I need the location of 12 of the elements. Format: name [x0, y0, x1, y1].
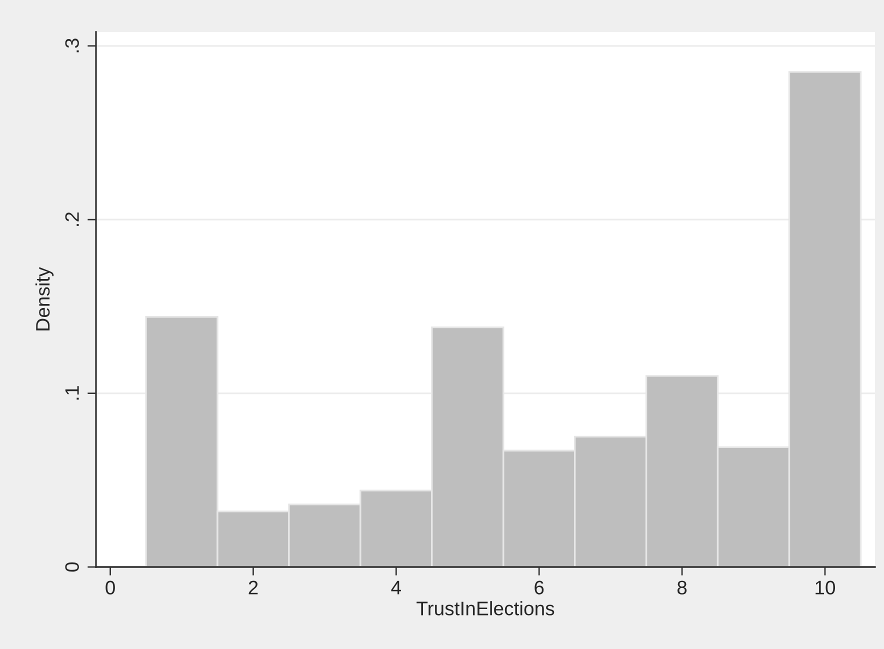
x-tick-label: 2	[248, 580, 258, 594]
y-tick-label: 0	[65, 562, 79, 572]
x-tick-label: 6	[534, 580, 544, 594]
y-axis-title: Density	[35, 267, 54, 330]
y-tick-label: .3	[65, 38, 79, 52]
x-tick-label: 10	[816, 580, 836, 594]
x-tick-label: 0	[106, 580, 115, 594]
x-tick-label: 4	[391, 580, 402, 594]
x-axis-title: TrustInElections	[416, 601, 554, 616]
x-tick-label: 8	[677, 580, 687, 594]
y-tick-label: .2	[65, 212, 79, 226]
y-tick-label: .1	[65, 386, 79, 400]
